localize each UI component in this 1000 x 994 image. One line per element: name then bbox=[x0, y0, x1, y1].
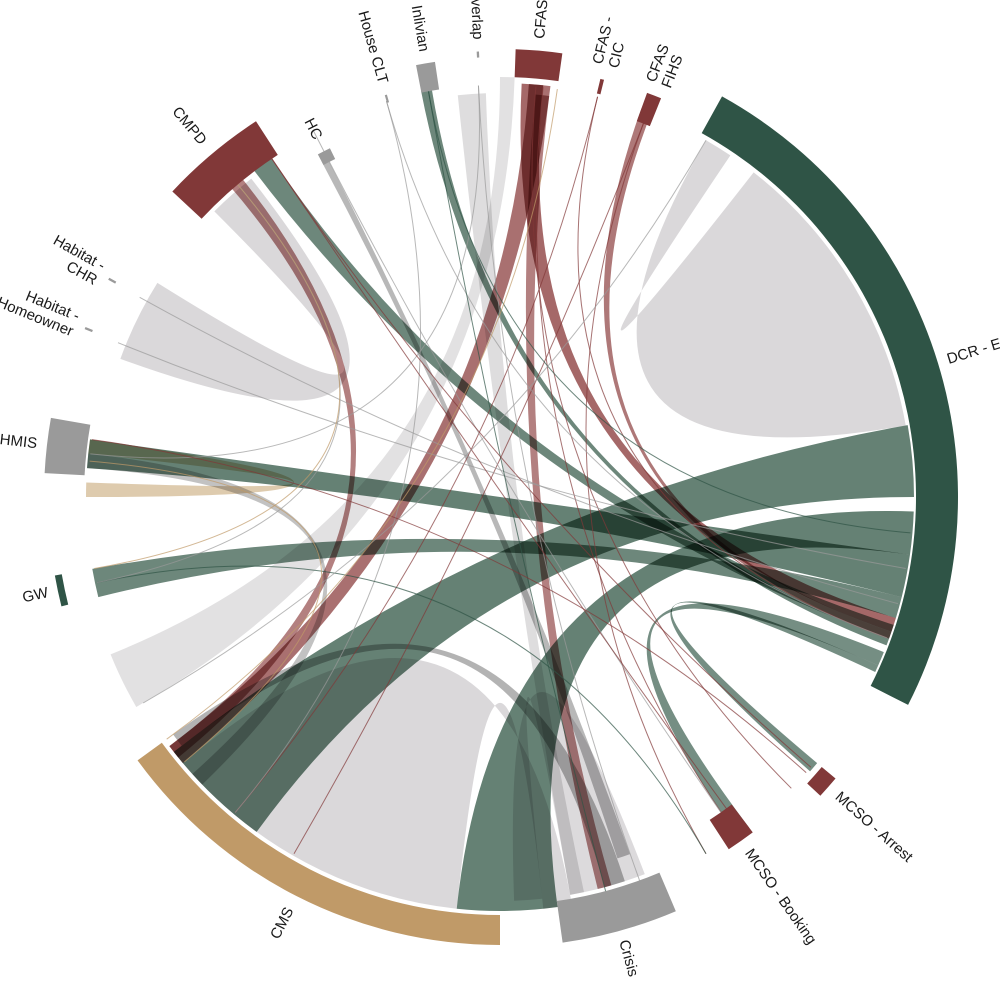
segment-label-habitat-home: Habitat -Homeowner bbox=[0, 279, 82, 341]
chord-ribbon bbox=[646, 603, 884, 837]
segment-arc-inlivian[interactable] bbox=[416, 61, 440, 93]
chord-ribbon bbox=[670, 601, 879, 772]
segment-arc-habitat-chr[interactable] bbox=[108, 277, 117, 284]
chord-ribbon bbox=[120, 178, 350, 401]
segment-label-line: MCSO - Arrest bbox=[832, 788, 917, 866]
segment-arc-no-overlap[interactable] bbox=[476, 51, 480, 58]
chord-thread bbox=[312, 129, 737, 835]
segment-label-mcso-booking: MCSO - Booking bbox=[741, 846, 819, 948]
segment-label-line: CMS bbox=[267, 905, 297, 942]
chord-thread bbox=[577, 96, 888, 639]
chord-thread bbox=[477, 85, 642, 885]
segment-label-cms: CMS bbox=[267, 905, 297, 942]
chord-thread bbox=[269, 155, 812, 768]
segment-arc-cfas-ani[interactable] bbox=[514, 49, 563, 82]
segment-label-line: CMPD bbox=[169, 103, 211, 148]
segment-arc-mcso-arrest[interactable] bbox=[807, 766, 836, 796]
segment-label-line: Inlivian bbox=[408, 4, 433, 53]
chord-thread bbox=[91, 439, 807, 774]
segment-label-line: CFAS - ANI bbox=[531, 0, 555, 39]
chord-thread bbox=[139, 296, 899, 605]
ribbon-layer bbox=[86, 77, 914, 912]
chord-thread bbox=[89, 460, 322, 763]
segment-label-mcso-arrest: MCSO - Arrest bbox=[832, 788, 917, 866]
segment-label-line: Crisis bbox=[615, 938, 641, 979]
segment-label-inlivian: Inlivian bbox=[408, 4, 433, 53]
chord-thread bbox=[234, 100, 421, 813]
chord-ribbon bbox=[620, 140, 906, 438]
segment-label-cfas-ani: CFAS - ANI bbox=[531, 0, 555, 39]
segment-label-house-clt: House CLT bbox=[354, 9, 391, 86]
chord-thread bbox=[427, 91, 911, 534]
segment-arc-cms[interactable] bbox=[137, 742, 501, 945]
chord-ribbon bbox=[457, 93, 584, 895]
chord-thread bbox=[385, 100, 888, 639]
segment-label-gw: GW bbox=[21, 584, 51, 606]
chord-thread bbox=[117, 342, 906, 570]
segment-arc-crisis[interactable] bbox=[556, 872, 676, 943]
segment-label-line: GW bbox=[21, 584, 51, 606]
segment-label-line: House CLT bbox=[354, 9, 391, 86]
segment-arc-cmpd[interactable] bbox=[172, 121, 278, 219]
chord-thread bbox=[531, 86, 792, 789]
chord-thread bbox=[166, 88, 558, 740]
segment-label-line: No Overlap bbox=[465, 0, 486, 40]
chord-ribbon bbox=[87, 439, 910, 598]
segment-arc-mcso-booking[interactable] bbox=[709, 804, 753, 850]
chord-thread bbox=[293, 112, 649, 855]
segment-arc-gw[interactable] bbox=[54, 574, 69, 607]
chord-thread bbox=[585, 112, 707, 855]
segment-label-line: CIC bbox=[606, 40, 629, 69]
segment-label-hc: HC bbox=[301, 115, 326, 142]
chord-thread bbox=[269, 155, 743, 831]
chord-ribbon bbox=[169, 175, 357, 758]
chord-ribbon bbox=[173, 425, 914, 832]
chord-thread bbox=[90, 85, 480, 459]
segment-label-cfas-fihs: CFASFIHS bbox=[643, 42, 688, 91]
segment-arc-hc[interactable] bbox=[317, 148, 336, 166]
segment-arc-dcr[interactable] bbox=[701, 96, 959, 705]
chord-thread bbox=[96, 565, 707, 855]
chord-thread bbox=[94, 181, 341, 570]
chord-thread bbox=[142, 139, 707, 704]
segment-label-dcr: DCR - ES bbox=[945, 332, 1000, 368]
chord-ribbon bbox=[525, 94, 612, 889]
chord-ribbon bbox=[321, 158, 630, 859]
segment-label-cmpd: CMPD bbox=[169, 103, 211, 148]
segment-label-habitat-chr: Habitat -CHR bbox=[42, 232, 108, 289]
segment-arc-layer bbox=[44, 49, 959, 945]
segment-label-line: MCSO - Booking bbox=[741, 846, 819, 948]
chord-thread bbox=[234, 96, 599, 813]
chord-ribbon bbox=[86, 439, 295, 497]
segment-label-crisis: Crisis bbox=[615, 938, 641, 979]
segment-label-line: DCR - ES bbox=[945, 332, 1000, 368]
segment-arc-hmis[interactable] bbox=[44, 417, 91, 476]
chord-thread bbox=[427, 91, 608, 896]
chord-ribbon bbox=[110, 77, 515, 707]
segment-arc-house-clt[interactable] bbox=[384, 94, 390, 103]
segment-arc-cfas-fihs[interactable] bbox=[636, 92, 662, 127]
segment-label-line: HMIS bbox=[0, 431, 38, 452]
chord-ribbon bbox=[87, 453, 328, 785]
segment-arc-cfas-cic[interactable] bbox=[596, 78, 605, 95]
segment-label-line: HC bbox=[301, 115, 326, 142]
segment-label-no-overlap: No Overlap bbox=[465, 0, 486, 40]
segment-arc-habitat-home[interactable] bbox=[84, 327, 93, 333]
segment-label-cfas-cic: CFAS -CIC bbox=[589, 15, 633, 70]
segment-label-hmis: HMIS bbox=[0, 431, 38, 452]
chord-ribbon bbox=[603, 107, 892, 639]
